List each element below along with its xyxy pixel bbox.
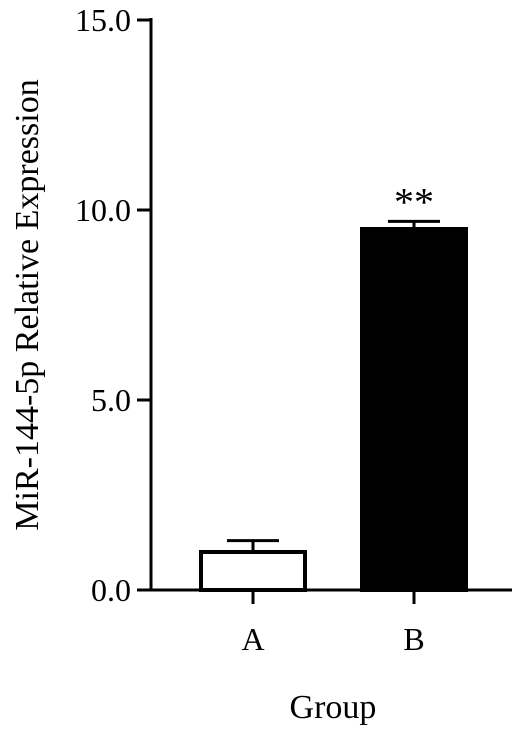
x-tick-label: B (403, 621, 424, 657)
x-axis-label: Group (290, 689, 377, 726)
y-axis: 0.0 5.0 10.0 15.0 (75, 2, 153, 608)
significance-label: ** (394, 179, 434, 224)
y-tick-label: 10.0 (75, 192, 131, 228)
x-tick-label: A (241, 621, 264, 657)
y-axis-label: MiR-144-5p Relative Expression (9, 79, 46, 530)
y-tick-label: 5.0 (91, 382, 131, 418)
annotations: ** (394, 179, 434, 224)
error-bars (227, 219, 440, 552)
y-tick-label: 15.0 (75, 2, 131, 38)
bar-B (360, 227, 468, 592)
bar-A (199, 550, 307, 592)
y-tick-label: 0.0 (91, 572, 131, 608)
bars (199, 227, 468, 592)
